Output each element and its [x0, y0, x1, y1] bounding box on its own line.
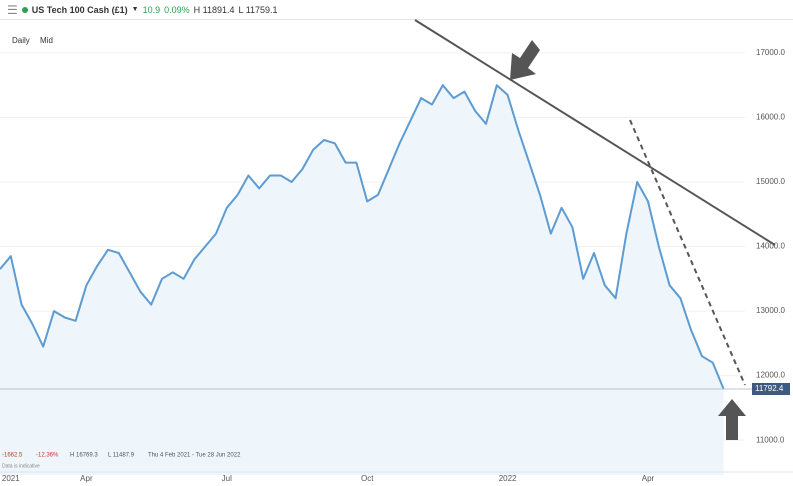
- dropdown-icon[interactable]: ▼: [131, 6, 139, 13]
- trend-line: [414, 19, 776, 246]
- info-note: Data is indicative: [2, 463, 40, 469]
- info-change: -1662.5: [2, 453, 23, 459]
- y-tick-label: 11000.0: [756, 435, 785, 444]
- x-tick-label: 2022: [499, 474, 517, 483]
- info-low: L 11487.9: [108, 453, 135, 459]
- y-tick-label: 13000.0: [756, 306, 785, 315]
- low: L 11759.1: [238, 4, 278, 15]
- status-dot: [21, 6, 28, 13]
- y-tick-label: 16000.0: [756, 113, 785, 122]
- arrow-up: [718, 399, 746, 440]
- trend-line-dashed: [629, 119, 746, 386]
- y-tick-label: 15000.0: [756, 177, 785, 186]
- timeframe[interactable]: Daily: [12, 36, 30, 45]
- price-type[interactable]: Mid: [40, 36, 53, 45]
- header-bar: ☰ US Tech 100 Cash (£1) ▼ 10.9 0.09% H 1…: [0, 0, 793, 20]
- y-tick-label: 14000.0: [756, 242, 785, 251]
- price-line: [0, 84, 725, 390]
- last-price-label: 11792.4: [755, 384, 784, 393]
- y-tick-label: 17000.0: [756, 48, 785, 57]
- y-tick-label: 12000.0: [756, 371, 785, 380]
- x-tick-label: Jul: [222, 474, 232, 483]
- menu-icon[interactable]: ☰: [7, 2, 18, 17]
- instrument[interactable]: US Tech 100 Cash (£1): [31, 4, 128, 15]
- x-tick-label: Apr: [642, 474, 655, 483]
- arrow-down: [510, 40, 540, 80]
- info-change-pct: -12.36%: [36, 453, 59, 459]
- area-fill: [0, 85, 724, 475]
- high: H 11891.4: [193, 4, 235, 15]
- last-price-box: [752, 383, 790, 396]
- x-tick-label: Apr: [80, 474, 93, 483]
- change-pct: 0.09%: [164, 4, 190, 15]
- x-tick-label: Oct: [361, 474, 374, 483]
- info-range: Thu 4 Feb 2021 - Tue 28 Jun 2022: [148, 453, 241, 459]
- change: 10.9: [142, 4, 161, 15]
- info-high: H 16769.3: [70, 453, 98, 459]
- x-tick-label: 2021: [2, 474, 20, 483]
